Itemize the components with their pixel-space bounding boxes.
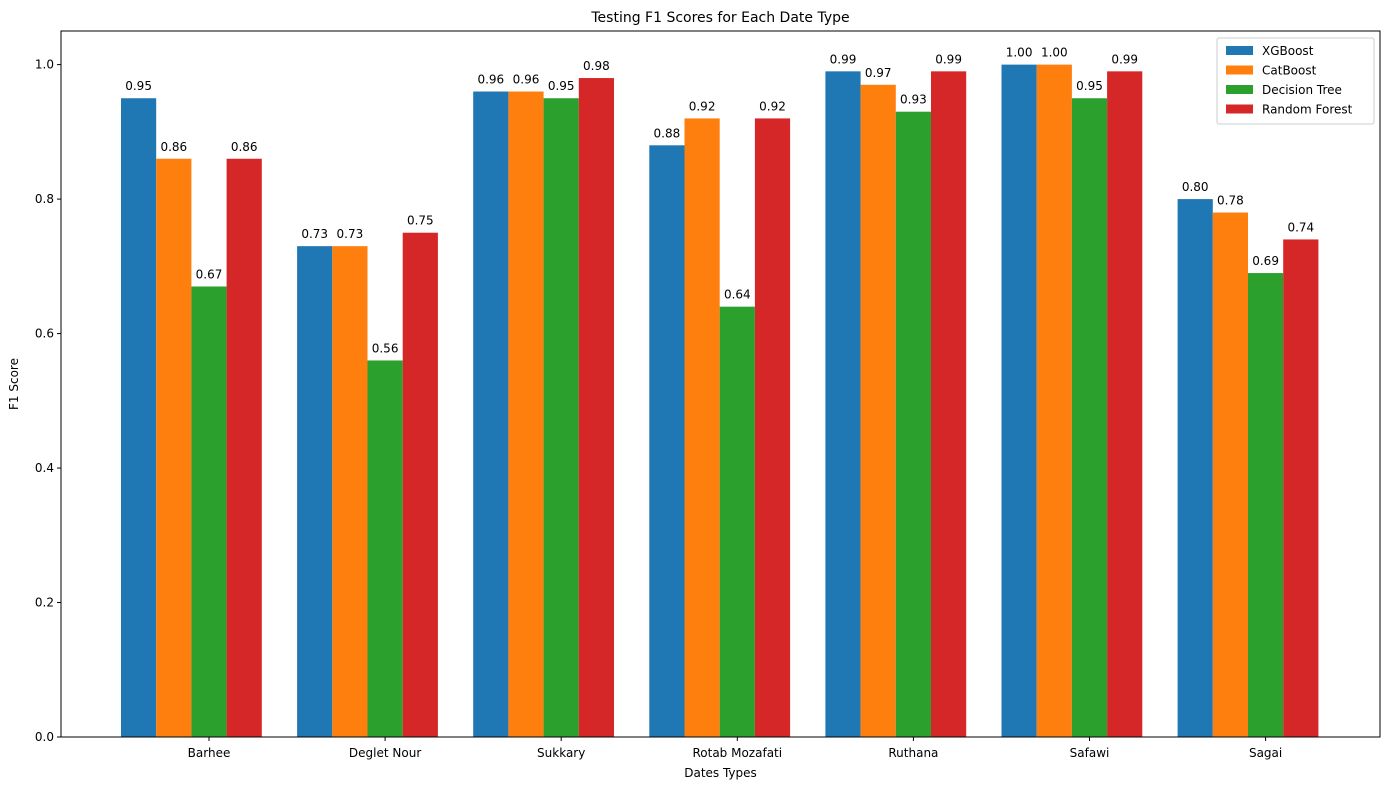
data-label: 0.95 [548,79,575,93]
data-label: 0.92 [689,99,716,113]
legend: XGBoost CatBoost Decision Tree Random Fores… [1216,37,1375,125]
bar-decision-tree [191,286,227,737]
bar-decision-tree [1248,273,1284,737]
bar-catboost [1212,212,1248,738]
data-label: 0.64 [724,288,751,302]
data-label: 0.74 [1287,220,1314,234]
bars-layer [121,64,1319,738]
legend-entry-label: XGBoost [1262,44,1314,58]
bar-decision-tree [1071,98,1108,737]
x-tick-label: Ruthana [888,746,938,760]
y-tick-label: 1.0 [35,58,54,72]
bar-decision-tree [719,306,755,737]
legend-frame [1216,37,1375,125]
data-label: 0.93 [900,93,927,107]
x-tick-label: Sukkary [537,746,585,760]
data-label: 0.96 [477,73,504,87]
data-label: 0.86 [160,140,187,154]
chart-title: Testing F1 Scores for Each Date Type [590,10,849,26]
data-label: 1.00 [1006,46,1033,60]
y-axis-title: F1 Score [7,358,21,410]
bar-random-forest [1283,239,1319,737]
bar-random-forest [226,158,262,737]
data-label: 0.96 [513,73,540,87]
x-axis-title: Dates Types [684,766,757,780]
data-label: 1.00 [1041,46,1068,60]
y-tick-label: 0.0 [35,730,54,744]
x-tick-label: Safawi [1070,746,1110,760]
data-label: 0.99 [935,52,962,66]
y-tick-label: 0.2 [35,596,54,610]
bar-catboost [332,246,368,737]
data-label: 0.98 [583,59,610,73]
plot-frame [60,30,1381,738]
bar-decision-tree [895,111,931,737]
x-tick-label: Sagai [1249,746,1282,760]
y-tick-label: 0.8 [35,192,54,206]
bar-random-forest [578,78,614,738]
bar-xgboost [297,246,333,737]
bar-xgboost [1177,199,1213,738]
bar-catboost [860,84,896,738]
legend-entry-label: Decision Tree [1262,83,1342,97]
bar-catboost [508,91,544,737]
legend-swatch [1226,104,1253,114]
data-label: 0.99 [830,52,857,66]
data-label: 0.69 [1252,254,1279,268]
bar-random-forest [931,71,967,738]
bar-catboost [156,158,192,737]
x-tick-label: Rotab Mozafati [692,746,782,760]
bar-xgboost [121,98,157,737]
y-tick-label: 0.6 [35,327,54,341]
data-label: 0.73 [301,227,328,241]
bar-random-forest [1107,71,1143,738]
data-label: 0.88 [654,126,681,140]
data-label: 0.78 [1217,194,1244,208]
legend-entry-label: Random Forest [1262,103,1353,117]
bar-xgboost [825,71,861,738]
legend-swatch [1226,65,1253,75]
data-label: 0.95 [125,79,152,93]
legend-entry-label: CatBoost [1262,64,1317,78]
data-label: 0.56 [372,341,399,355]
data-label: 0.92 [759,99,786,113]
bar-catboost [684,118,720,737]
x-tick-label: Deglet Nour [349,746,421,760]
data-label: 0.86 [231,140,258,154]
x-tick-label: Barhee [188,746,231,760]
bar-catboost [1036,64,1072,738]
data-label: 0.99 [1111,52,1138,66]
y-tick-label: 0.4 [35,461,54,475]
data-label: 0.67 [196,268,223,282]
bar-decision-tree [543,98,579,737]
bar-random-forest [754,118,791,737]
x-axis: Barhee Deglet Nour Sukkary Rotab Mozafati Ru… [188,737,1282,760]
legend-swatch [1226,85,1253,94]
bar-random-forest [402,232,438,737]
bar-xgboost [473,91,509,737]
data-labels-layer: 0.95 0.86 0.67 0.86 0.73 0.73 0.56 0.75 0.96 0.96… [125,46,1314,356]
bar-xgboost [1001,64,1037,738]
bar-xgboost [649,145,685,738]
data-label: 0.80 [1182,180,1209,194]
data-label: 0.75 [407,214,434,228]
data-label: 0.73 [337,227,364,241]
data-label: 0.95 [1076,79,1103,93]
legend-swatch [1226,46,1253,55]
data-label: 0.97 [865,66,892,80]
y-axis: 0.0 0.2 0.4 0.6 0.8 1.0 [35,58,61,744]
bar-decision-tree [367,360,403,737]
